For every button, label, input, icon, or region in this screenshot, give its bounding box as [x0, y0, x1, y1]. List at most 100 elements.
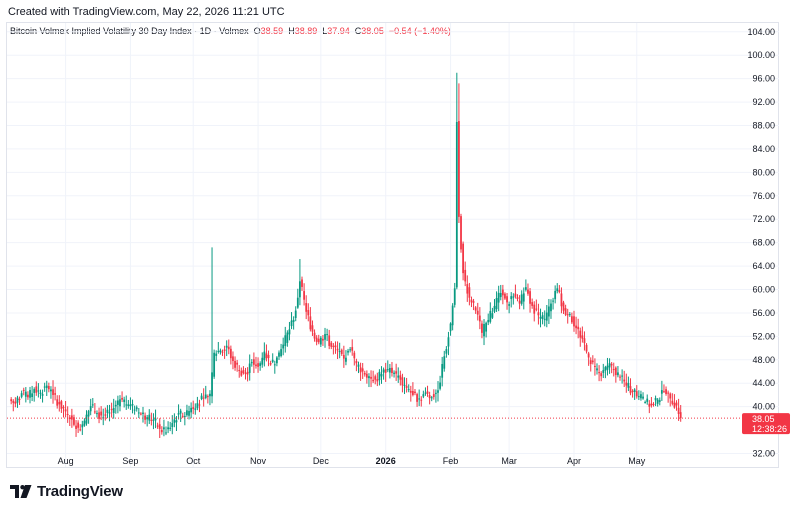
candle [255, 356, 257, 369]
candle [518, 295, 521, 310]
candle [194, 403, 197, 415]
candle [112, 398, 115, 419]
y-tick-label: 40.00 [752, 402, 775, 412]
candle [282, 337, 285, 356]
candle-body [269, 363, 272, 365]
close-value: 38.05 [361, 26, 384, 36]
candle [204, 385, 207, 400]
candle-body [330, 342, 333, 347]
candle-body [602, 370, 605, 373]
candle-body [650, 403, 653, 406]
y-tick-label: 100.00 [747, 50, 775, 60]
candle [418, 389, 421, 407]
candle [196, 396, 199, 411]
candle [535, 299, 538, 312]
candle [54, 386, 57, 401]
candle-body [552, 300, 554, 302]
y-tick-label: 32.00 [752, 449, 775, 459]
candle-body [397, 375, 400, 378]
candle-body [77, 422, 80, 428]
candle [319, 335, 322, 348]
candle [70, 408, 73, 428]
low-value: 37.94 [327, 26, 350, 36]
candle [437, 381, 439, 402]
candle [589, 357, 592, 372]
candle [660, 380, 663, 401]
last-price-tag: 38.05 12:38:26 [742, 413, 790, 435]
candle [439, 375, 441, 391]
candle [175, 416, 178, 432]
candle [397, 367, 400, 383]
y-tick-label: 92.00 [752, 97, 775, 107]
candle-body [83, 420, 86, 426]
candle-body [167, 427, 170, 430]
candle-body [284, 335, 287, 346]
candle [642, 392, 644, 400]
candle [357, 361, 360, 374]
candle-body [100, 411, 103, 416]
candle [537, 303, 540, 325]
candle [485, 321, 488, 338]
candle [273, 360, 276, 374]
candle-body [317, 338, 320, 343]
candle [221, 349, 224, 357]
candle [324, 327, 326, 348]
candle-body [96, 413, 98, 415]
candle [215, 350, 218, 362]
candle [617, 366, 619, 378]
candle-body [324, 334, 326, 340]
candle [579, 327, 582, 347]
candle-body [236, 362, 239, 365]
candle-body [612, 369, 615, 371]
candle [278, 350, 280, 360]
candle-body [148, 414, 151, 421]
candle [376, 372, 379, 387]
candle [290, 312, 293, 330]
candle-body [52, 389, 54, 395]
candle-body [464, 269, 467, 282]
candle-body [332, 345, 335, 347]
candle-body [476, 310, 479, 315]
candle [307, 303, 310, 322]
candle-body [531, 302, 534, 306]
candle [665, 386, 667, 396]
candle-body [60, 401, 63, 409]
candle-body [460, 216, 462, 250]
candle-body [181, 415, 184, 417]
candle-body [347, 350, 349, 353]
candle-body [240, 371, 243, 376]
tradingview-logo[interactable]: TradingView [10, 483, 123, 500]
y-tick-label: 48.00 [752, 355, 775, 365]
candle-body [81, 424, 84, 428]
candle [504, 292, 506, 300]
y-tick-label: 64.00 [752, 261, 775, 271]
candle [602, 363, 605, 379]
y-tick-label: 68.00 [752, 238, 775, 248]
candle [177, 404, 180, 420]
candle [560, 287, 563, 314]
candle-body [221, 351, 224, 353]
candle [430, 395, 433, 402]
candle [520, 290, 523, 306]
candle [150, 412, 153, 426]
candle-body [372, 379, 375, 382]
open-label: O [253, 26, 261, 36]
candle-body [20, 393, 23, 397]
candle-body [591, 360, 594, 363]
candle [317, 334, 320, 345]
candle [250, 359, 253, 367]
price-axis[interactable]: 104.00 100.00 96.00 92.00 88.00 84.00 80.00 76.… [747, 27, 775, 459]
candle [200, 393, 203, 401]
candle [380, 366, 383, 384]
candle [575, 316, 577, 335]
candle [363, 370, 366, 377]
candle [600, 371, 603, 382]
candle [227, 339, 230, 355]
candle-body [219, 350, 222, 353]
candle [303, 283, 305, 306]
time-axis[interactable]: Aug Sep Oct Nov Dec 2026 Feb Mar Apr May [58, 456, 646, 466]
candle [671, 393, 674, 406]
candle-body [261, 357, 264, 365]
candle-body [345, 357, 347, 362]
